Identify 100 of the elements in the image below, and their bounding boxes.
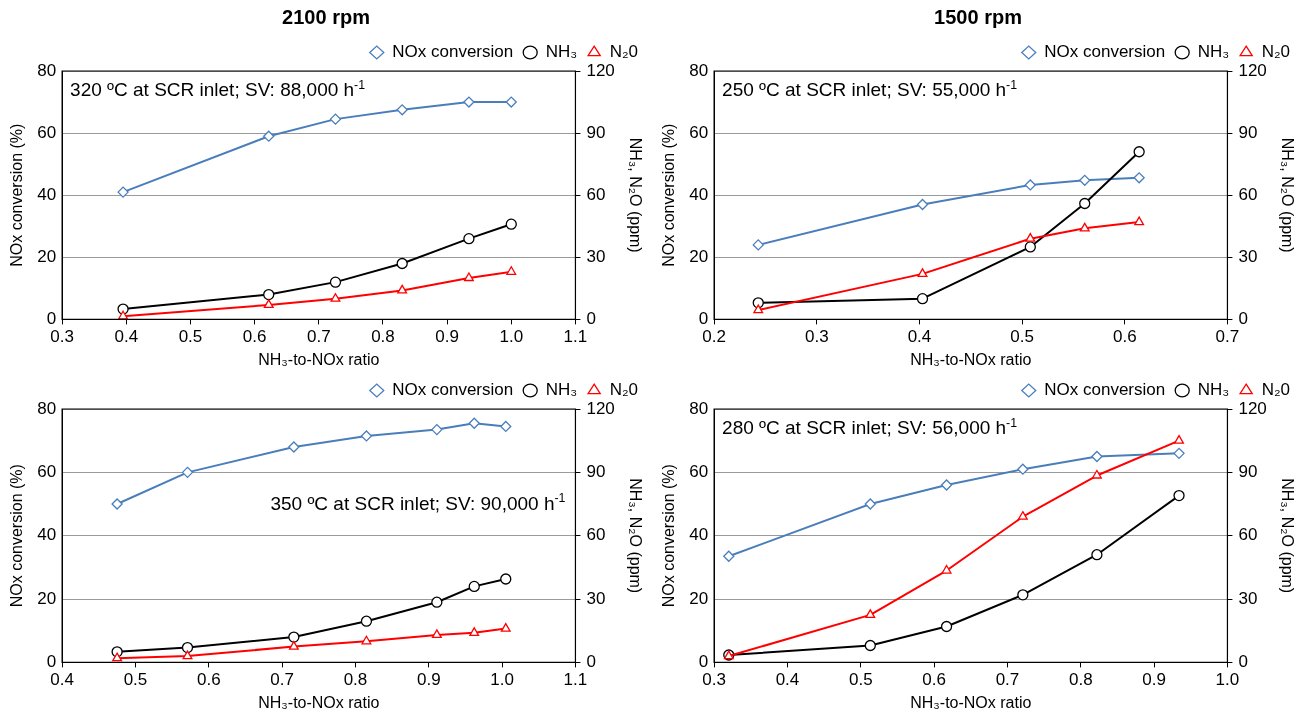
y-tick-label: 80: [689, 60, 709, 80]
y-tick-label: 80: [689, 398, 709, 418]
y2-tick-label: 30: [1238, 588, 1258, 608]
point: [506, 266, 517, 275]
y2-tick-label: 0: [586, 652, 596, 672]
point: [1017, 511, 1028, 520]
x-tick-label: 1.0: [490, 670, 514, 690]
x-tick-label: 0.3: [702, 670, 726, 690]
y-axis-title: NOx conversion (%): [8, 123, 26, 267]
y2-tick-label: 120: [586, 398, 615, 418]
y-tick-label: 20: [37, 246, 57, 266]
point: [111, 498, 123, 510]
point: [329, 276, 342, 288]
point: [1091, 549, 1103, 561]
y2-tick-label: 60: [1238, 184, 1258, 204]
x-tick-label: 0.3: [804, 327, 829, 347]
y-tick-label: 80: [37, 60, 57, 80]
point: [329, 113, 342, 125]
point: [940, 620, 953, 633]
point: [182, 650, 193, 660]
y2-tick-label: 90: [1238, 122, 1258, 142]
legend-label: NOx conversion: [1044, 42, 1166, 62]
point: [1017, 589, 1029, 601]
x-tick-label: 0.8: [343, 670, 368, 690]
y-tick-label: 0: [46, 309, 57, 329]
point: [117, 186, 129, 198]
chart-title: 1500 rpm: [934, 5, 1022, 28]
point: [1079, 174, 1091, 186]
point: [361, 635, 372, 645]
point: [469, 627, 480, 636]
x-tick-label: 0.4: [775, 670, 800, 690]
legend-label: NH₃: [1197, 380, 1230, 400]
y-axis-title: NOx conversion (%): [660, 123, 678, 267]
y2-tick-label: 30: [586, 588, 606, 608]
x-tick-label: 1.0: [499, 327, 524, 347]
y-tick-label: 20: [689, 588, 709, 608]
x-tick-label: 0.9: [435, 327, 459, 347]
point: [431, 423, 443, 436]
x-axis-title: NH₃-to-NOx ratio: [910, 350, 1032, 368]
point: [360, 430, 373, 442]
point: [917, 268, 928, 278]
x-tick-label: 0.4: [114, 327, 139, 347]
point: [112, 652, 123, 662]
point: [505, 218, 517, 230]
point: [916, 198, 929, 211]
x-axis-title: NH₃-to-NOx ratio: [910, 693, 1032, 711]
y2-tick-label: 90: [1238, 462, 1258, 482]
y2-tick-label: 120: [1238, 60, 1267, 80]
y2-tick-label: 0: [1238, 652, 1248, 672]
x-tick-label: 0.7: [270, 670, 294, 690]
x-tick-label: 0.8: [1068, 670, 1093, 690]
point: [500, 622, 511, 632]
x-tick-label: 0.5: [848, 670, 873, 690]
point: [263, 299, 274, 309]
y-tick-label: 20: [37, 588, 57, 608]
legend-label: N₂0: [1261, 42, 1291, 62]
point: [1173, 489, 1185, 502]
y2-tick-label: 0: [1238, 309, 1248, 329]
point: [941, 564, 952, 574]
x-tick-label: 0.6: [922, 670, 946, 690]
point: [396, 104, 408, 116]
y-tick-label: 0: [698, 309, 709, 329]
legend-label: NOx conversion: [1044, 380, 1166, 400]
x-axis-title: NH₃-to-NOx ratio: [258, 350, 380, 368]
x-tick-label: 0.5: [1010, 327, 1034, 347]
y-tick-label: 40: [689, 525, 709, 545]
point: [1091, 469, 1102, 479]
point: [431, 629, 442, 639]
legend-label: N₂0: [609, 380, 639, 400]
point: [916, 293, 929, 305]
point: [1025, 233, 1036, 242]
x-tick-label: 1.1: [563, 670, 588, 690]
y2-tick-label: 120: [586, 60, 615, 80]
point: [1024, 179, 1036, 191]
chart-title: 2100 rpm: [282, 5, 370, 28]
point: [1079, 197, 1091, 210]
x-tick-label: 0.4: [907, 327, 932, 347]
legend-label: NH₃: [1197, 42, 1230, 62]
point: [864, 639, 876, 652]
y-axis-title: NOx conversion (%): [660, 464, 678, 608]
x-tick-label: 0.7: [1215, 327, 1240, 347]
x-tick-label: 0.7: [995, 670, 1020, 690]
point: [330, 293, 341, 302]
y-tick-label: 60: [689, 122, 709, 142]
y-tick-label: 80: [37, 398, 57, 418]
legend-label: N₂0: [609, 42, 639, 62]
point: [1017, 463, 1029, 475]
point: [1091, 450, 1103, 463]
y-tick-label: 60: [37, 462, 57, 482]
y-tick-label: 60: [37, 122, 57, 142]
x-tick-label: 0.6: [196, 670, 221, 690]
y2-tick-label: 90: [586, 122, 606, 142]
point: [360, 615, 373, 627]
y-tick-label: 40: [37, 525, 57, 545]
point: [1173, 447, 1185, 459]
point: [752, 239, 764, 251]
legend-label: N₂0: [1261, 380, 1291, 400]
y2-axis-title: NH₃, N₂O (ppm): [626, 478, 644, 594]
y2-axis-title: NH₃, N₂O (ppm): [626, 137, 644, 253]
point: [1174, 435, 1185, 444]
